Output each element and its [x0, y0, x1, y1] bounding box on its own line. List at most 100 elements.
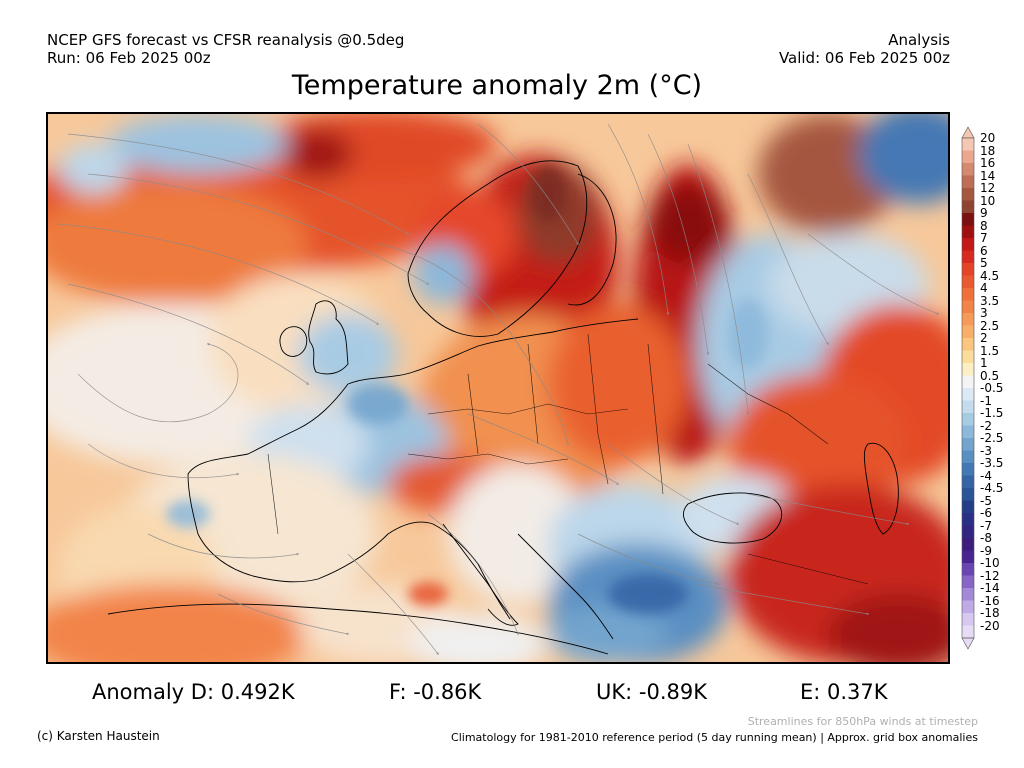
colorbar-swatch	[962, 488, 974, 501]
map-title: Temperature anomaly 2m (°C)	[291, 70, 703, 101]
colorbar-tick-label: 16	[980, 156, 996, 170]
colorbar-tick-label: -0.5	[980, 381, 1004, 395]
colorbar	[961, 126, 975, 650]
colorbar-tick-label: -3.5	[980, 456, 1004, 470]
colorbar-tick-label: 9	[980, 206, 988, 220]
colorbar-tick-label: 4.5	[980, 268, 1000, 283]
colorbar-swatch	[962, 388, 974, 401]
colorbar-swatch	[962, 438, 974, 451]
colorbar-swatch	[962, 163, 974, 176]
colorbar-tick-label: 12	[980, 181, 996, 195]
colorbar-tick-label: 1	[980, 356, 988, 370]
colorbar-swatch	[962, 425, 974, 439]
colorbar-tick-label: -18	[980, 606, 1000, 620]
colorbar-swatch	[962, 475, 974, 489]
colorbar-swatch	[962, 313, 974, 326]
colorbar-swatch	[962, 625, 974, 639]
colorbar-swatch	[962, 500, 974, 514]
colorbar-swatch	[962, 150, 974, 164]
colorbar-tick-label: -2	[980, 418, 992, 433]
climatology-note: Climatology for 1981-2010 reference peri…	[451, 731, 978, 744]
colorbar-tick-label: 2.5	[980, 318, 1000, 333]
colorbar-tick-label: -5	[980, 493, 992, 508]
colorbar-swatch	[962, 275, 974, 289]
colorbar-swatch	[962, 238, 974, 251]
colorbar-tick-label: -4.5	[980, 481, 1004, 495]
colorbar-swatch	[962, 550, 974, 564]
colorbar-tick-label: 3.5	[980, 293, 1000, 308]
credit-label: (c) Karsten Haustein	[37, 729, 160, 743]
stat-france-anomaly: F: -0.86K	[389, 680, 482, 704]
colorbar-swatch	[962, 138, 974, 151]
streamline-note: Streamlines for 850hPa winds at timestep	[747, 715, 978, 728]
colorbar-tick-label: 3	[980, 306, 988, 320]
colorbar-tick-label: -3	[980, 443, 992, 458]
colorbar-tick-label: -12	[980, 568, 1000, 583]
colorbar-tick-label: -14	[980, 581, 1000, 595]
colorbar-tick-label: 18	[980, 143, 996, 158]
colorbar-swatch	[962, 325, 974, 339]
colorbar-swatch	[962, 575, 974, 589]
header-right: Analysis Valid: 06 Feb 2025 00z	[779, 31, 950, 67]
colorbar-swatch	[962, 413, 974, 426]
colorbar-frame	[961, 137, 975, 639]
colorbar-swatch	[962, 525, 974, 539]
header-left: NCEP GFS forecast vs CFSR reanalysis @0.…	[47, 31, 404, 67]
colorbar-tick-label: -20	[980, 618, 1000, 633]
colorbar-swatch	[962, 338, 974, 351]
colorbar-tick-label: 2	[980, 331, 988, 345]
colorbar-tick-label: 10	[980, 193, 996, 208]
model-line: NCEP GFS forecast vs CFSR reanalysis @0.…	[47, 31, 405, 49]
colorbar-swatch	[962, 450, 974, 464]
colorbar-tick-label: -2.5	[980, 431, 1004, 445]
colorbar-tick-label: 0.5	[980, 368, 1000, 383]
colorbar-tick-label: 4	[980, 281, 988, 295]
stat-uk-anomaly: UK: -0.89K	[596, 680, 707, 704]
run-line: Run: 06 Feb 2025 00z	[47, 49, 211, 67]
colorbar-tick-label: -16	[980, 593, 1000, 608]
colorbar-swatch	[962, 375, 974, 389]
mode-label: Analysis	[888, 31, 950, 49]
colorbar-swatch	[962, 188, 974, 201]
colorbar-swatch	[962, 225, 974, 239]
colorbar-swatches	[961, 126, 975, 650]
colorbar-tick-label: -4	[980, 468, 992, 483]
colorbar-swatch	[962, 263, 974, 276]
stat-domain-anomaly: Anomaly D: 0.492K	[92, 680, 295, 704]
colorbar-swatch	[962, 288, 974, 301]
colorbar-bottom-arrow	[961, 637, 975, 650]
anomaly-field	[48, 114, 948, 662]
colorbar-swatch	[962, 250, 974, 264]
colorbar-tick-label: 8	[980, 218, 988, 233]
streamlines	[57, 123, 940, 656]
colorbar-swatch	[962, 200, 974, 214]
colorbar-tick-label: 14	[980, 168, 996, 183]
colorbar-tick-label: -8	[980, 531, 992, 545]
colorbar-tick-label: -7	[980, 518, 992, 533]
stat-e-anomaly: E: 0.37K	[800, 680, 888, 704]
anomaly-map	[46, 112, 950, 664]
colorbar-swatch	[962, 538, 974, 551]
colorbar-swatch	[962, 400, 974, 414]
colorbar-swatch	[962, 513, 974, 526]
colorbar-swatch	[962, 588, 974, 601]
colorbar-swatch	[962, 363, 974, 376]
colorbar-tick-label: -10	[980, 556, 1000, 570]
colorbar-tick-label: -6	[980, 506, 992, 520]
colorbar-tick-label: -1	[980, 393, 992, 408]
borders	[267, 333, 869, 585]
colorbar-swatch	[962, 600, 974, 614]
colorbar-tick-label: 7	[980, 231, 988, 245]
colorbar-swatch	[962, 175, 974, 189]
colorbar-tick-label: 20	[980, 131, 996, 145]
colorbar-tick-label: -9	[980, 543, 992, 558]
colorbar-tick-label: -1.5	[980, 406, 1004, 420]
coastlines	[107, 160, 899, 655]
colorbar-swatch	[962, 613, 974, 626]
colorbar-tick-label: 6	[980, 243, 988, 258]
colorbar-top-arrow	[961, 126, 975, 139]
anomaly-detail	[166, 166, 768, 614]
colorbar-tick-label: 1.5	[980, 343, 1000, 358]
colorbar-swatch	[962, 463, 974, 476]
colorbar-swatch	[962, 213, 974, 226]
